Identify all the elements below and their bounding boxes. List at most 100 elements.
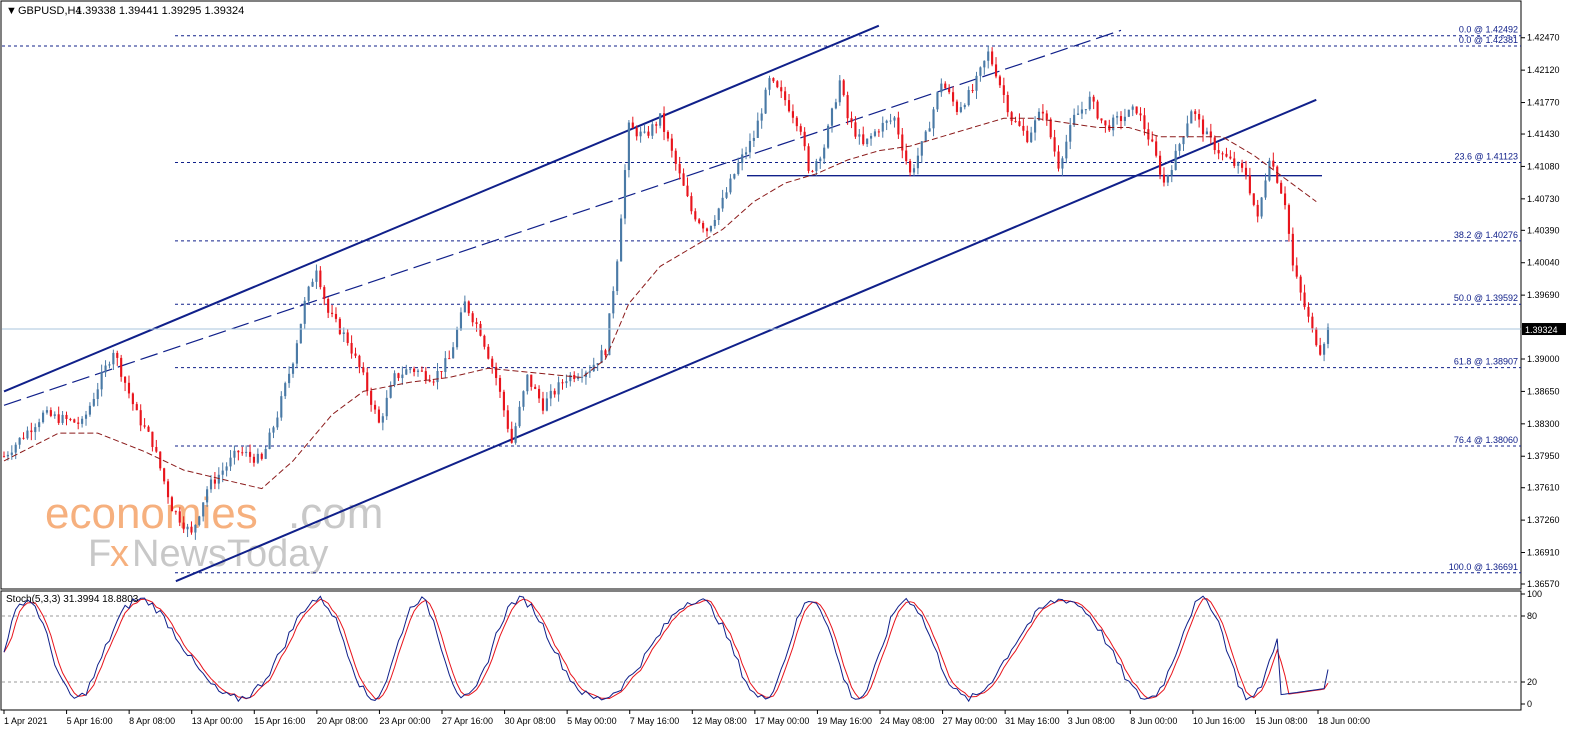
candle-body [1244,167,1248,176]
candle-body [686,185,689,197]
symbol-label: GBPUSD,H4 [18,5,82,17]
candle-body [940,83,943,93]
candle-body [846,95,849,119]
candle-body [26,430,29,439]
candle-body [897,117,900,135]
candle-body [483,335,486,347]
candle-body [444,358,447,372]
candle-body [428,379,431,382]
candle-body [284,383,287,397]
candle-body [1147,129,1150,140]
price-tick-label: 1.36570 [1527,579,1560,589]
candle-body [487,346,490,359]
time-tick-label: 5 May 00:00 [567,716,617,726]
candle-body [124,376,127,383]
time-axis: 1 Apr 2021 5 Apr 16:00 8 Apr 08:00 13 Apr 0… [3,710,1370,726]
candle-body [526,374,529,392]
fib-label: 76.4 @ 1.38060 [1454,435,1518,445]
time-tick-label: 10 Jun 16:00 [1193,716,1245,726]
candle-body [307,286,310,301]
candle-body [698,219,701,223]
candle-body [1307,306,1310,317]
candle-body [811,170,814,172]
candle-body [1194,111,1197,114]
candle-body [1034,120,1037,133]
candle-body [209,479,213,490]
candle-body [221,470,224,475]
time-tick-label: 15 Jun 08:00 [1255,716,1307,726]
candle-body [948,88,951,93]
candle-body [725,192,728,198]
time-tick-label: 31 May 16:00 [1005,716,1060,726]
time-tick-label: 24 May 08:00 [880,716,935,726]
candle-body [405,369,408,375]
candle-body [994,64,998,77]
candle-body [627,122,630,171]
candle-body [1049,119,1052,138]
watermark-line2-a: F [88,533,111,575]
candle-body [932,109,935,129]
candle-body [588,371,591,373]
candle-body [776,81,779,88]
candle-body [807,146,810,171]
candle-body [1037,111,1041,121]
candle-body [631,122,634,129]
candle-body [1045,113,1048,120]
stochastic-tick-label: 100 [1527,589,1542,599]
candle-body [127,382,131,394]
price-tick-label: 1.42470 [1527,33,1560,43]
candle-body [315,270,318,282]
candle-body [1233,158,1236,166]
candle-body [1213,137,1216,151]
candle-body [120,357,123,377]
fib-label: 61.8 @ 1.38907 [1454,357,1518,367]
candle-body [467,301,470,314]
candle-body [1057,151,1060,169]
candle-body [61,414,64,423]
time-tick-label: 3 Jun 08:00 [1068,716,1115,726]
candle-body [1131,106,1134,110]
candle-body [1065,141,1068,159]
candlesticks [2,45,1330,540]
candle-body [397,373,400,379]
candle-body [530,374,533,387]
stochastic-axis: 100 80 20 0 [1521,589,1542,709]
candle-body [854,122,857,137]
candle-body [1256,204,1259,217]
price-tick-label: 1.37260 [1527,515,1560,525]
candle-body [237,450,240,453]
stochastic-tick-label: 0 [1527,699,1532,709]
candle-body [1073,114,1076,126]
candle-body [272,427,275,433]
candle-body [534,386,537,389]
candle-body [975,75,978,91]
candle-body [928,128,931,132]
candle-body [889,120,892,122]
candle-body [112,352,115,365]
candle-body [323,287,326,300]
candle-body [741,154,744,164]
candle-body [338,318,341,334]
candle-body [280,396,283,418]
candle-body [545,398,548,411]
candle-body [303,300,306,324]
candle-body [580,376,584,378]
candle-body [346,332,349,343]
candle-body [147,426,150,432]
candle-body [225,466,228,471]
candle-body [186,526,189,530]
candle-body [440,371,443,373]
candle-body [295,343,298,364]
price-tick-label: 1.40040 [1527,258,1560,268]
candle-body [537,388,541,399]
candle-body [549,390,552,399]
candle-body [166,481,170,498]
candle-body [81,418,84,424]
candle-body [69,418,72,420]
candle-body [1323,343,1326,355]
candle-body [463,301,466,313]
time-tick-label: 7 May 16:00 [630,716,680,726]
time-tick-label: 19 May 16:00 [817,716,872,726]
candle-body [401,374,404,379]
